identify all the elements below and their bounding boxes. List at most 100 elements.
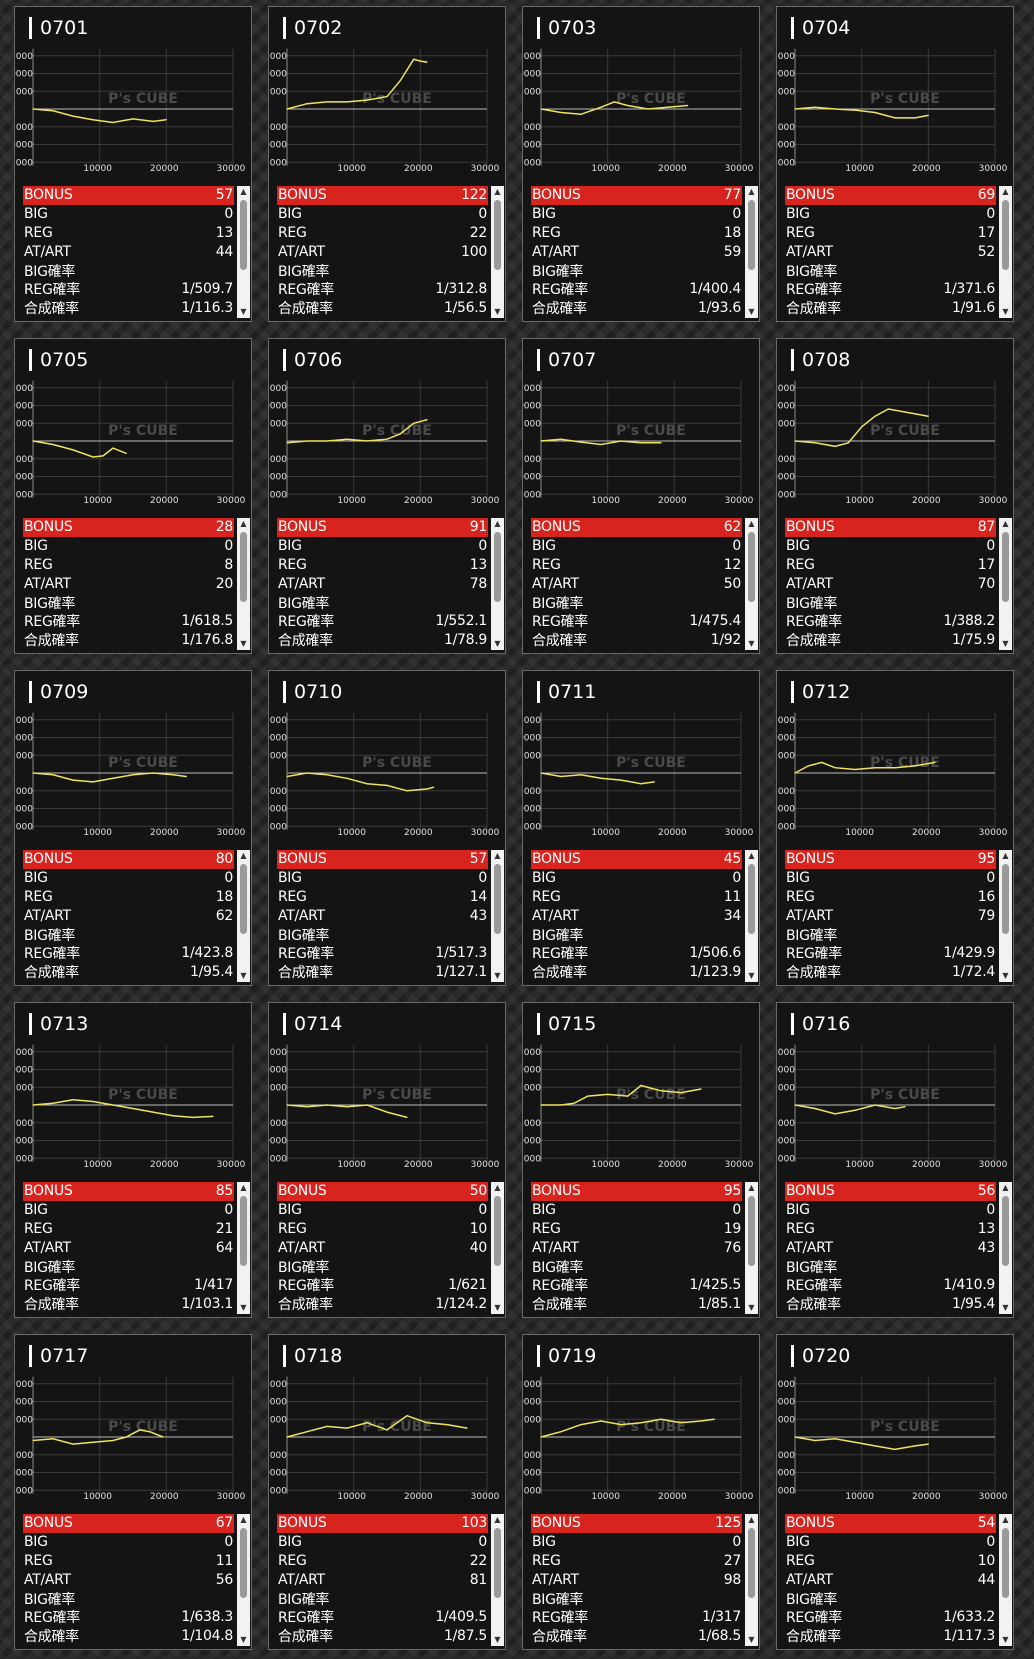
scroll-up-icon[interactable]: ▲ (1002, 187, 1009, 196)
scroll-thumb[interactable] (748, 864, 755, 934)
machine-card[interactable]: 0705 P's CUBE 15000 10000 5000 -5000 -10000 -15… (14, 338, 252, 654)
machine-card[interactable]: 0717 P's CUBE 15000 10000 5000 -5000 -10000 -15… (14, 1334, 252, 1650)
scroll-down-icon[interactable]: ▼ (494, 639, 501, 648)
stats-scrollbar[interactable]: ▲ ▼ (491, 850, 504, 982)
machine-card[interactable]: 0706 P's CUBE 15000 10000 5000 -5000 -10000 -15… (268, 338, 506, 654)
stats-scrollbar[interactable]: ▲ ▼ (491, 518, 504, 650)
scroll-up-icon[interactable]: ▲ (240, 1183, 247, 1192)
scroll-down-icon[interactable]: ▼ (240, 1303, 247, 1312)
scroll-up-icon[interactable]: ▲ (1002, 519, 1009, 528)
machine-card[interactable]: 0701 P's CUBE 15000 10000 5000 -5000 -10000 -15… (14, 6, 252, 322)
scroll-up-icon[interactable]: ▲ (1002, 1515, 1009, 1524)
scroll-down-icon[interactable]: ▼ (748, 639, 755, 648)
stats-scrollbar[interactable]: ▲ ▼ (491, 186, 504, 318)
scroll-up-icon[interactable]: ▲ (494, 1515, 501, 1524)
machine-card[interactable]: 0714 P's CUBE 15000 10000 5000 -5000 -10000 -15… (268, 1002, 506, 1318)
stats-scrollbar[interactable]: ▲ ▼ (237, 186, 250, 318)
scroll-thumb[interactable] (494, 200, 501, 270)
scroll-thumb[interactable] (748, 1196, 755, 1266)
scroll-thumb[interactable] (494, 1196, 501, 1266)
scroll-thumb[interactable] (1002, 1196, 1009, 1266)
scroll-down-icon[interactable]: ▼ (1002, 639, 1009, 648)
stats-scrollbar[interactable]: ▲ ▼ (237, 1182, 250, 1314)
scroll-up-icon[interactable]: ▲ (240, 1515, 247, 1524)
scroll-thumb[interactable] (240, 864, 247, 934)
scroll-down-icon[interactable]: ▼ (1002, 1303, 1009, 1312)
scroll-down-icon[interactable]: ▼ (748, 1635, 755, 1644)
scroll-up-icon[interactable]: ▲ (748, 187, 755, 196)
scroll-thumb[interactable] (494, 532, 501, 602)
scroll-down-icon[interactable]: ▼ (748, 307, 755, 316)
scroll-up-icon[interactable]: ▲ (240, 519, 247, 528)
scroll-down-icon[interactable]: ▼ (240, 639, 247, 648)
stats-scrollbar[interactable]: ▲ ▼ (237, 518, 250, 650)
scroll-down-icon[interactable]: ▼ (494, 971, 501, 980)
scroll-thumb[interactable] (240, 1196, 247, 1266)
scroll-up-icon[interactable]: ▲ (748, 1183, 755, 1192)
scroll-thumb[interactable] (748, 1528, 755, 1598)
stats-scrollbar[interactable]: ▲ ▼ (999, 186, 1012, 318)
scroll-up-icon[interactable]: ▲ (494, 519, 501, 528)
scroll-thumb[interactable] (748, 200, 755, 270)
scroll-up-icon[interactable]: ▲ (748, 851, 755, 860)
scroll-down-icon[interactable]: ▼ (748, 971, 755, 980)
machine-card[interactable]: 0708 P's CUBE 15000 10000 5000 -5000 -10000 -15… (776, 338, 1014, 654)
scroll-up-icon[interactable]: ▲ (494, 851, 501, 860)
machine-card[interactable]: 0713 P's CUBE 15000 10000 5000 -5000 -10000 -15… (14, 1002, 252, 1318)
scroll-thumb[interactable] (494, 864, 501, 934)
stats-scrollbar[interactable]: ▲ ▼ (999, 518, 1012, 650)
machine-card[interactable]: 0716 P's CUBE 15000 10000 5000 -5000 -10000 -15… (776, 1002, 1014, 1318)
stats-scrollbar[interactable]: ▲ ▼ (745, 186, 758, 318)
machine-card[interactable]: 0709 P's CUBE 15000 10000 5000 -5000 -10000 -15… (14, 670, 252, 986)
machine-card[interactable]: 0702 P's CUBE 15000 10000 5000 -5000 -10000 -15… (268, 6, 506, 322)
stats-scrollbar[interactable]: ▲ ▼ (745, 850, 758, 982)
scroll-thumb[interactable] (240, 200, 247, 270)
scroll-up-icon[interactable]: ▲ (748, 1515, 755, 1524)
machine-card[interactable]: 0704 P's CUBE 15000 10000 5000 -5000 -10000 -15… (776, 6, 1014, 322)
stats-scrollbar[interactable]: ▲ ▼ (999, 1182, 1012, 1314)
machine-card[interactable]: 0711 P's CUBE 15000 10000 5000 -5000 -10000 -15… (522, 670, 760, 986)
scroll-up-icon[interactable]: ▲ (494, 187, 501, 196)
stats-scrollbar[interactable]: ▲ ▼ (745, 1182, 758, 1314)
scroll-down-icon[interactable]: ▼ (240, 971, 247, 980)
scroll-down-icon[interactable]: ▼ (1002, 971, 1009, 980)
machine-card[interactable]: 0718 P's CUBE 15000 10000 5000 -5000 -10000 -15… (268, 1334, 506, 1650)
stats-scrollbar[interactable]: ▲ ▼ (999, 1514, 1012, 1646)
stats-scrollbar[interactable]: ▲ ▼ (491, 1514, 504, 1646)
scroll-up-icon[interactable]: ▲ (1002, 1183, 1009, 1192)
scroll-thumb[interactable] (1002, 532, 1009, 602)
stats-scrollbar[interactable]: ▲ ▼ (237, 1514, 250, 1646)
machine-card[interactable]: 0710 P's CUBE 15000 10000 5000 -5000 -10000 -15… (268, 670, 506, 986)
scroll-thumb[interactable] (748, 532, 755, 602)
scroll-down-icon[interactable]: ▼ (240, 307, 247, 316)
machine-card[interactable]: 0720 P's CUBE 15000 10000 5000 -5000 -10000 -15… (776, 1334, 1014, 1650)
stats-scrollbar[interactable]: ▲ ▼ (745, 1514, 758, 1646)
scroll-up-icon[interactable]: ▲ (748, 519, 755, 528)
scroll-down-icon[interactable]: ▼ (748, 1303, 755, 1312)
scroll-down-icon[interactable]: ▼ (494, 1635, 501, 1644)
scroll-down-icon[interactable]: ▼ (240, 1635, 247, 1644)
stats-scrollbar[interactable]: ▲ ▼ (745, 518, 758, 650)
machine-card[interactable]: 0707 P's CUBE 15000 10000 5000 -5000 -10000 -15… (522, 338, 760, 654)
scroll-thumb[interactable] (1002, 864, 1009, 934)
scroll-thumb[interactable] (1002, 200, 1009, 270)
stats-scrollbar[interactable]: ▲ ▼ (999, 850, 1012, 982)
scroll-down-icon[interactable]: ▼ (494, 1303, 501, 1312)
scroll-thumb[interactable] (240, 532, 247, 602)
stats-scrollbar[interactable]: ▲ ▼ (491, 1182, 504, 1314)
scroll-up-icon[interactable]: ▲ (1002, 851, 1009, 860)
scroll-thumb[interactable] (494, 1528, 501, 1598)
scroll-up-icon[interactable]: ▲ (240, 851, 247, 860)
scroll-down-icon[interactable]: ▼ (494, 307, 501, 316)
scroll-up-icon[interactable]: ▲ (240, 187, 247, 196)
scroll-down-icon[interactable]: ▼ (1002, 1635, 1009, 1644)
scroll-down-icon[interactable]: ▼ (1002, 307, 1009, 316)
stats-scrollbar[interactable]: ▲ ▼ (237, 850, 250, 982)
machine-card[interactable]: 0715 P's CUBE 15000 10000 5000 -5000 -10000 -15… (522, 1002, 760, 1318)
scroll-thumb[interactable] (1002, 1528, 1009, 1598)
scroll-thumb[interactable] (240, 1528, 247, 1598)
machine-card[interactable]: 0703 P's CUBE 15000 10000 5000 -5000 -10000 -15… (522, 6, 760, 322)
scroll-up-icon[interactable]: ▲ (494, 1183, 501, 1192)
